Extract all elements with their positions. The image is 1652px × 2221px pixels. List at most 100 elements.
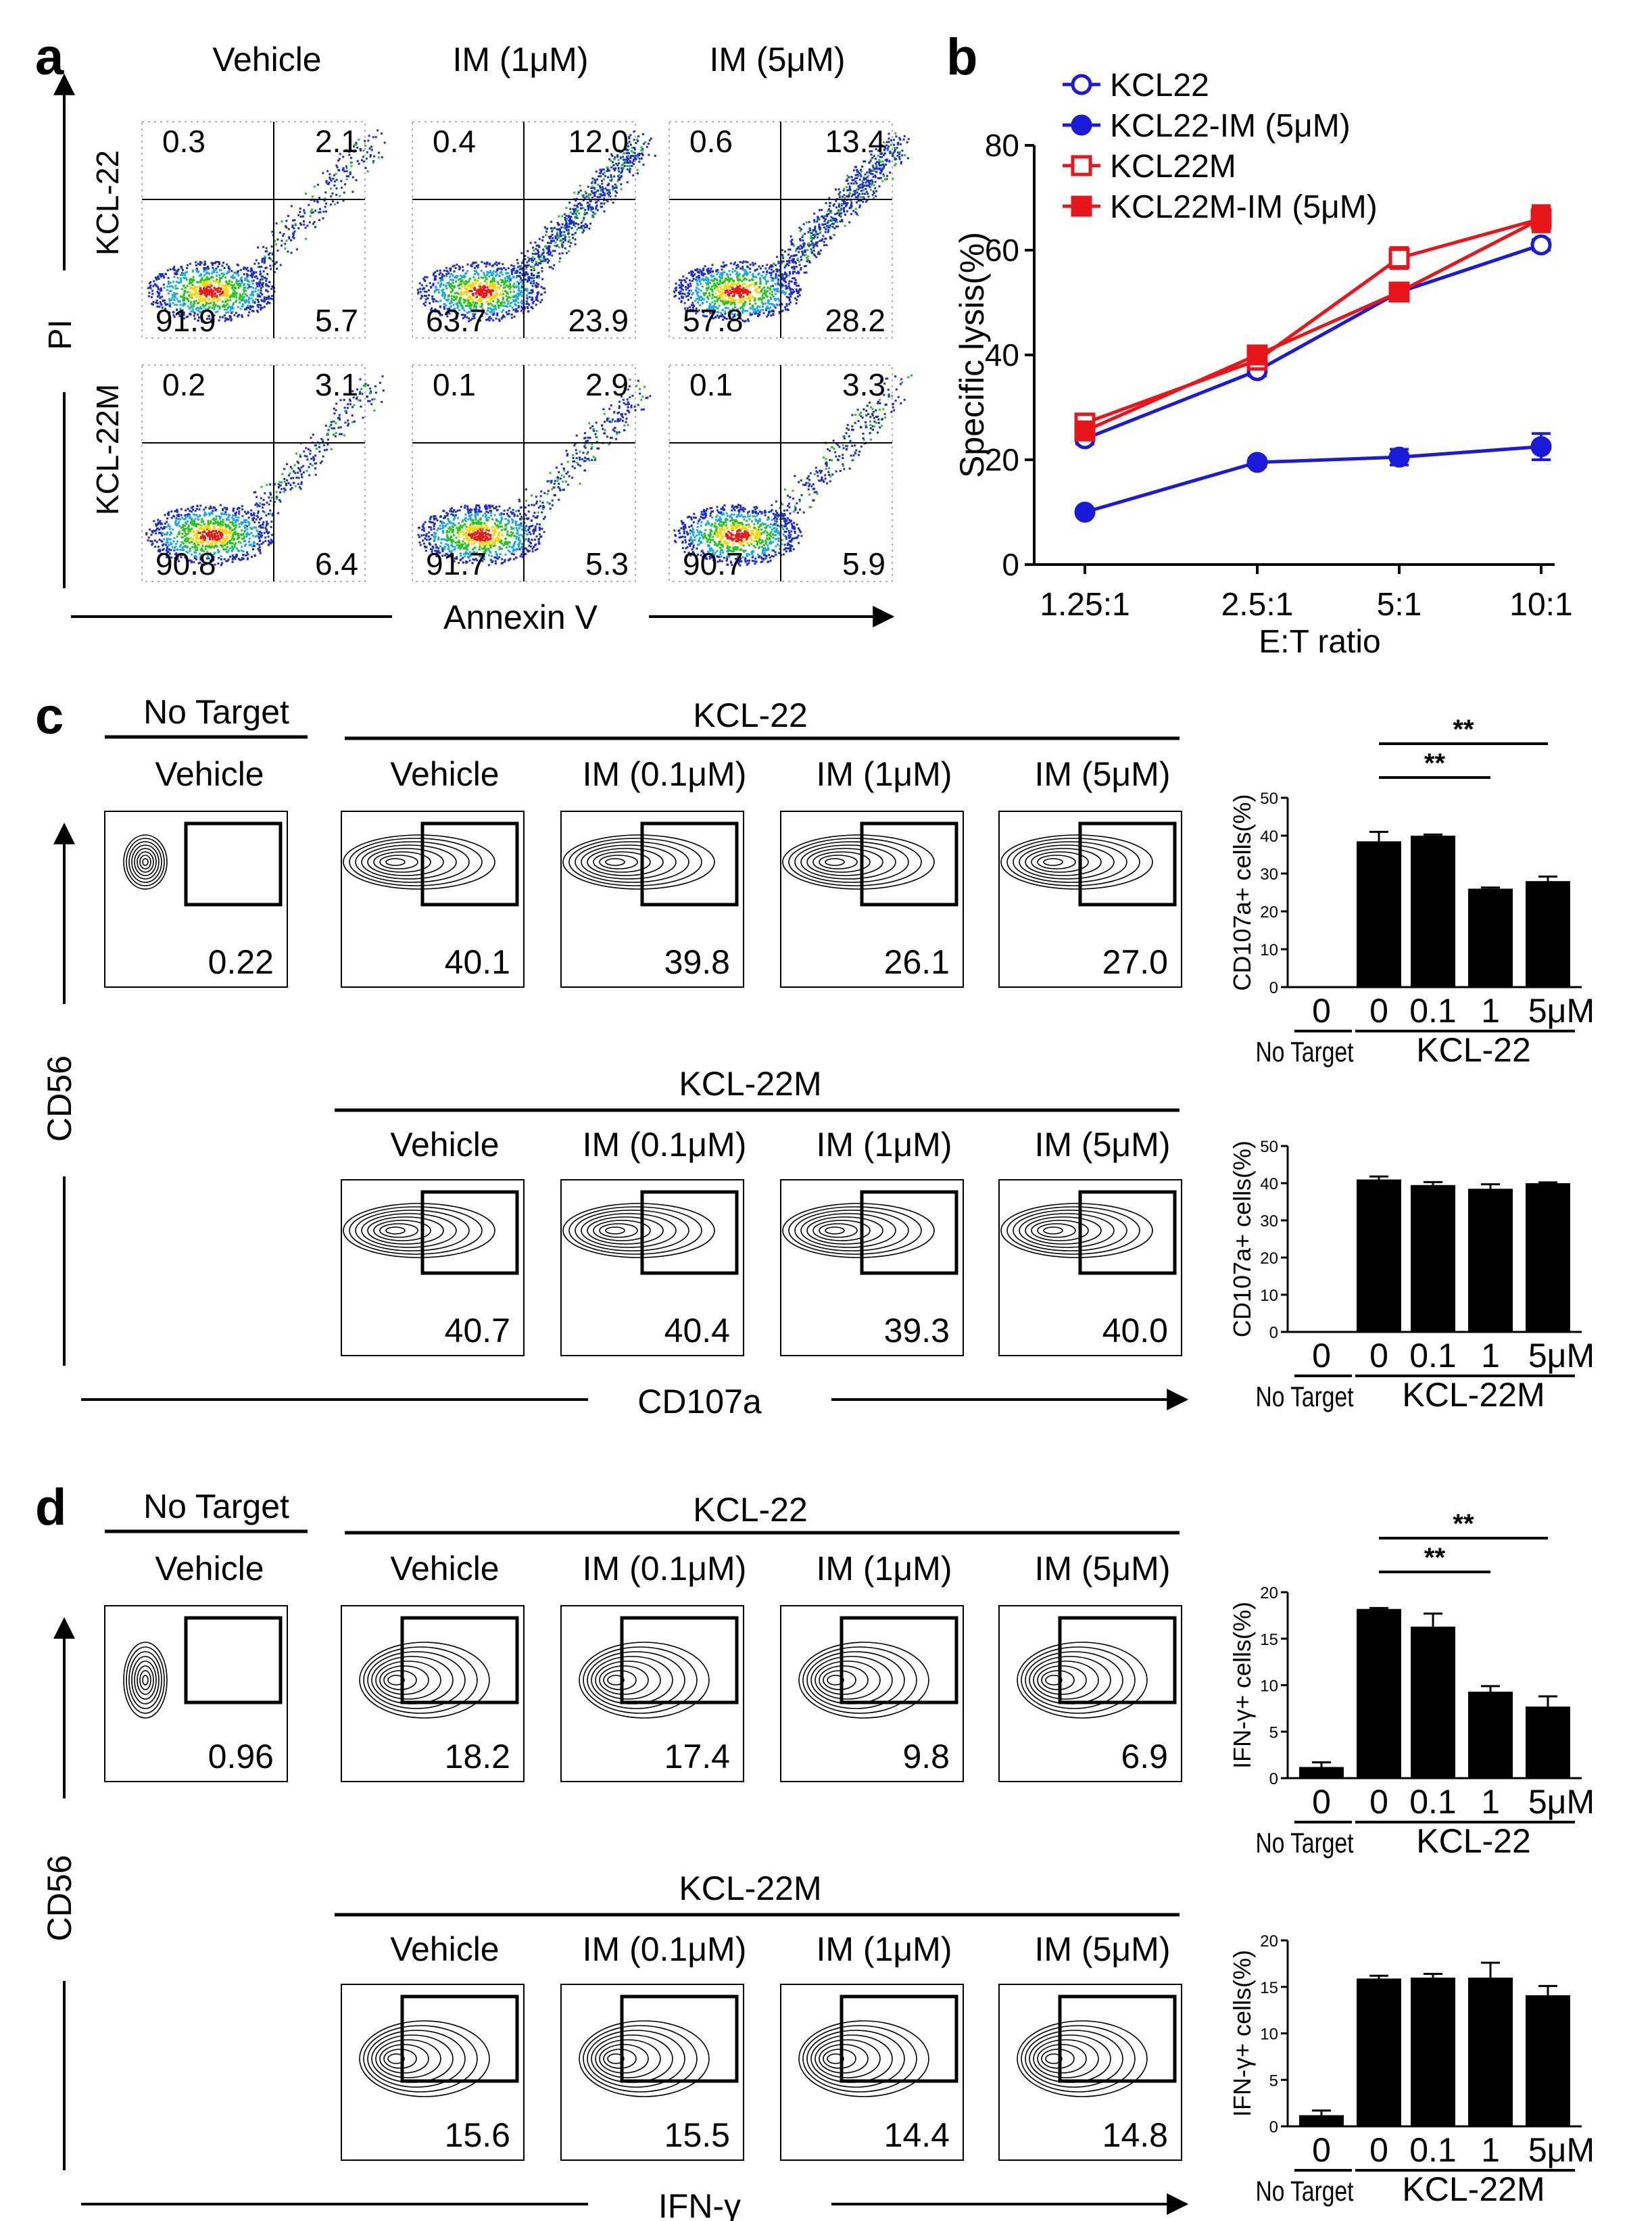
facs-dot bbox=[531, 252, 534, 255]
facs-dot bbox=[724, 283, 726, 285]
facs-dot bbox=[180, 527, 183, 529]
facs-dot bbox=[303, 209, 306, 212]
facs-dot bbox=[552, 237, 554, 239]
facs-dot bbox=[879, 156, 881, 158]
facs-dot bbox=[483, 296, 486, 299]
facs-dot bbox=[364, 167, 367, 170]
facs-dot bbox=[584, 213, 587, 216]
facs-dot bbox=[781, 254, 783, 256]
facs-dot bbox=[722, 315, 725, 318]
facs-dot bbox=[872, 176, 875, 178]
facs-dot bbox=[241, 314, 243, 316]
facs-dot bbox=[253, 302, 256, 304]
facs-dot bbox=[721, 268, 723, 271]
facs-dot bbox=[239, 533, 242, 535]
facs-dot bbox=[581, 231, 584, 234]
facs-dot bbox=[737, 314, 739, 316]
facs-dot bbox=[704, 292, 707, 294]
facs-dot bbox=[195, 540, 198, 543]
facs-dot bbox=[226, 282, 228, 285]
facs-dot bbox=[678, 297, 681, 300]
facs-dot bbox=[826, 226, 829, 229]
facs-dot bbox=[610, 160, 612, 162]
facs-dot bbox=[849, 189, 852, 191]
facs-dot bbox=[722, 302, 725, 304]
facs-dot bbox=[202, 521, 205, 523]
facs-dot bbox=[850, 176, 853, 178]
facs-dot bbox=[201, 284, 204, 286]
facs-dot bbox=[437, 289, 440, 291]
facs-dot bbox=[210, 283, 212, 285]
facs-dot bbox=[228, 296, 231, 299]
facs-dot bbox=[169, 268, 172, 270]
facs-dot bbox=[474, 302, 477, 304]
facs-dot bbox=[492, 309, 495, 311]
facs-dot bbox=[461, 285, 464, 288]
facs-dot bbox=[251, 528, 253, 530]
facs-dot bbox=[537, 252, 539, 255]
facs-dot bbox=[528, 258, 531, 260]
facs-dot bbox=[603, 210, 606, 213]
facs-dot bbox=[706, 301, 708, 303]
facs-dot bbox=[231, 310, 234, 313]
facs-dot bbox=[218, 308, 221, 310]
facs-dot bbox=[688, 272, 690, 274]
facs-dot bbox=[480, 289, 483, 292]
facs-dot bbox=[183, 302, 185, 304]
facs-dot bbox=[844, 224, 846, 227]
facs-dot bbox=[462, 317, 464, 320]
facs-dot bbox=[618, 149, 621, 151]
facs-dot bbox=[186, 264, 189, 266]
facs-dot bbox=[355, 179, 358, 181]
facs-dot bbox=[875, 195, 877, 197]
facs-dot bbox=[737, 282, 740, 285]
facs-dot bbox=[692, 277, 695, 280]
facs-dot bbox=[257, 301, 260, 303]
facs-dot bbox=[231, 307, 234, 310]
facs-dot bbox=[574, 216, 576, 218]
facs-dot bbox=[834, 213, 837, 216]
facs-dot bbox=[841, 199, 844, 202]
facs-dot bbox=[589, 193, 591, 196]
facs-dot bbox=[497, 283, 500, 285]
facs-dot bbox=[171, 546, 174, 548]
facs-dot bbox=[796, 285, 798, 287]
facs-dot bbox=[487, 316, 490, 319]
facs-dot bbox=[164, 533, 166, 535]
facs-dot bbox=[508, 312, 510, 315]
facs-dot bbox=[461, 279, 464, 281]
facs-dot bbox=[434, 308, 437, 311]
facs-dot bbox=[712, 274, 715, 277]
panel-a-row-label-1: KCL-22 bbox=[90, 150, 125, 256]
facs-dot bbox=[190, 306, 193, 308]
facs-dot bbox=[679, 290, 682, 293]
facs-dot bbox=[157, 286, 160, 289]
facs-dot bbox=[815, 230, 817, 233]
facs-dot bbox=[218, 556, 220, 559]
facs-dot bbox=[239, 283, 241, 285]
facs-dot bbox=[213, 287, 216, 289]
facs-dot bbox=[484, 280, 487, 283]
facs-dot bbox=[532, 277, 535, 279]
facs-dot bbox=[172, 302, 174, 304]
facs-dot bbox=[476, 295, 478, 298]
facs-dot bbox=[499, 304, 502, 307]
facs-dot bbox=[200, 300, 203, 302]
facs-dot bbox=[435, 289, 437, 291]
facs-dot bbox=[520, 300, 523, 302]
facs-dot bbox=[843, 209, 845, 212]
facs-dot bbox=[752, 275, 754, 278]
facs-dot bbox=[724, 299, 727, 302]
facs-dot bbox=[221, 512, 224, 515]
facs-dot bbox=[434, 277, 437, 279]
facs-dot bbox=[449, 285, 451, 288]
facs-dot bbox=[565, 207, 568, 209]
facs-dot bbox=[453, 270, 456, 272]
facs-dot bbox=[338, 158, 341, 160]
facs-dot bbox=[229, 293, 232, 296]
facs-dot bbox=[633, 130, 635, 133]
facs-dot bbox=[179, 304, 182, 306]
facs-dot bbox=[596, 178, 599, 181]
facs-dot bbox=[220, 277, 222, 280]
facs-dot bbox=[575, 217, 577, 220]
